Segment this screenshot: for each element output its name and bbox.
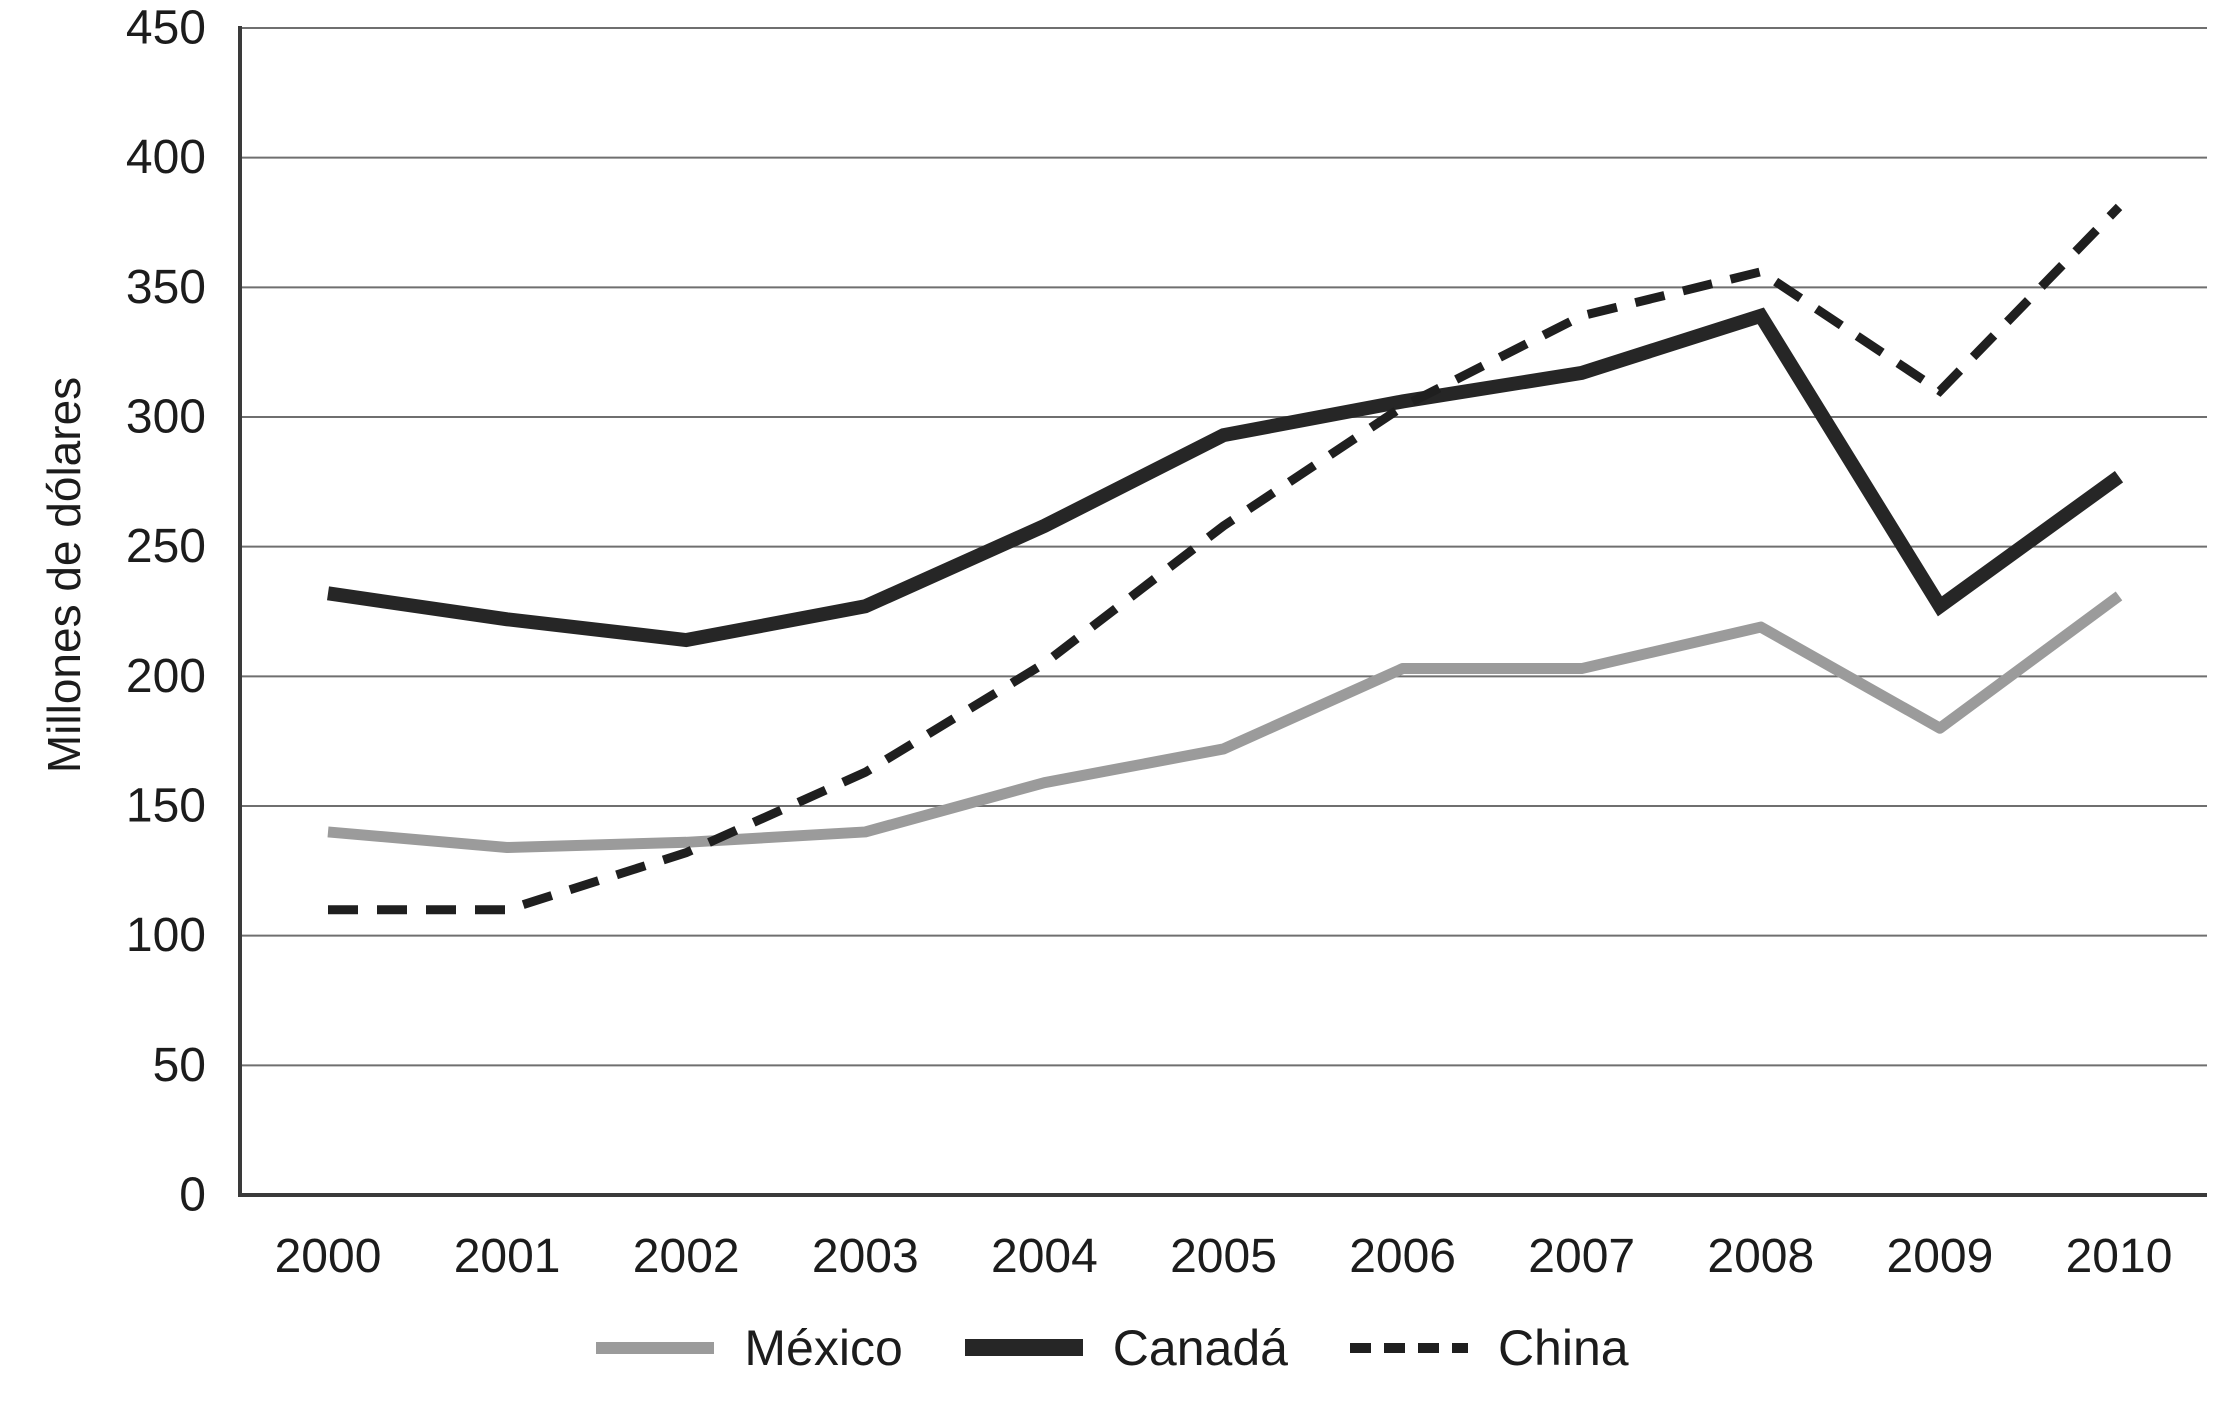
y-tick-label: 400 [126,131,206,184]
series-line-canada [326,307,2124,648]
y-tick-label: 0 [179,1169,206,1222]
legend-label-canada: Canadá [1112,1319,1288,1376]
y-tick-label: 100 [126,909,206,962]
x-tick-label: 2002 [633,1230,740,1283]
x-tick-label: 2004 [991,1230,1098,1283]
legend-swatch-canada [964,1339,1083,1356]
y-tick-label: 50 [153,1039,206,1092]
chart-plot-area: 0 50 100 150 200 250 300 350 400 450 2000 2001 2002 2… [38,2,2207,1283]
y-tick-label: 150 [126,780,206,833]
y-tick-label: 350 [126,261,206,314]
chart-legend: México Canadá China [0,1295,2225,1400]
x-tick-label: 2006 [1349,1230,1456,1283]
legend-label-mexico: México [744,1319,903,1376]
series-line-china [328,203,2123,915]
x-tick-label: 2009 [1887,1230,1994,1283]
x-tick-label: 2003 [812,1230,919,1283]
x-tick-label: 2007 [1528,1230,1635,1283]
series-line-mexico [327,591,2123,853]
y-axis-title: Millones de dólares [38,377,90,773]
legend-item-canada: Canadá [964,1319,1288,1376]
legend-swatch-mexico [596,1341,715,1354]
x-tick-label: 2000 [275,1230,382,1283]
x-tick-label: 2008 [1707,1230,1814,1283]
y-tick-label: 450 [126,2,206,55]
y-tick-label: 300 [126,391,206,444]
legend-item-china: China [1349,1319,1629,1376]
legend-label-china: China [1497,1319,1629,1376]
x-tick-label: 2001 [454,1230,561,1283]
y-tick-label: 200 [126,650,206,703]
y-tick-label: 250 [126,520,206,573]
x-tick-label: 2005 [1170,1230,1277,1283]
gridlines [240,27,2207,1067]
x-tick-label: 2010 [2066,1230,2173,1283]
legend-swatch-china [1349,1342,1468,1353]
legend-item-mexico: México [596,1319,903,1376]
